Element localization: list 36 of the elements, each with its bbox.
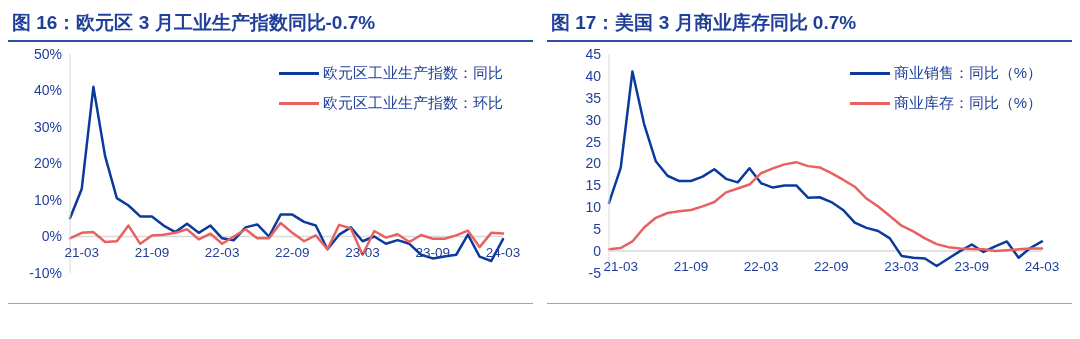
y-tick-label: 30 bbox=[585, 111, 602, 128]
y-tick-label: 40% bbox=[33, 82, 62, 99]
y-tick-label: 0% bbox=[41, 228, 62, 245]
y-tick-label: 20% bbox=[33, 155, 62, 172]
chart-title: 图 16：欧元区 3 月工业生产指数同比-0.7% bbox=[8, 8, 533, 42]
line-series bbox=[607, 160, 1044, 253]
legend-label: 商业销售：同比（%） bbox=[893, 63, 1042, 83]
y-tick-label: 50% bbox=[33, 45, 62, 62]
y-tick-label: 0 bbox=[593, 243, 602, 260]
y-tick-label: 40 bbox=[585, 67, 602, 84]
y-tick-label: -5 bbox=[588, 264, 602, 281]
x-tick-label: 22-09 bbox=[275, 244, 310, 260]
legend-label: 欧元区工业生产指数：同比 bbox=[323, 63, 503, 83]
x-tick-label: 22-09 bbox=[814, 259, 849, 275]
x-tick-label: 21-09 bbox=[134, 244, 170, 260]
y-tick-label: 10 bbox=[585, 199, 602, 216]
y-tick-label: -10% bbox=[29, 264, 62, 281]
x-tick-label: 21-09 bbox=[673, 259, 709, 275]
y-tick-label: 25 bbox=[585, 133, 602, 150]
x-tick-label: 22-03 bbox=[204, 244, 240, 260]
x-tick-label: 21-03 bbox=[603, 259, 638, 275]
legend-label: 欧元区工业生产指数：环比 bbox=[323, 93, 503, 113]
legend-label: 商业库存：同比（%） bbox=[893, 93, 1042, 113]
y-tick-label: 5 bbox=[593, 221, 602, 238]
y-tick-label: 10% bbox=[33, 191, 62, 208]
x-tick-label: 24-03 bbox=[1024, 259, 1060, 275]
x-tick-label: 23-03 bbox=[884, 259, 919, 275]
y-tick-label: 20 bbox=[585, 155, 602, 172]
x-tick-label: 21-03 bbox=[64, 244, 99, 260]
y-tick-label: 30% bbox=[33, 118, 62, 135]
x-tick-label: 22-03 bbox=[743, 259, 779, 275]
x-tick-label: 23-09 bbox=[954, 259, 990, 275]
y-tick-label: 15 bbox=[585, 177, 602, 194]
chart-title: 图 17：美国 3 月商业库存同比 0.7% bbox=[547, 8, 1072, 42]
y-tick-label: 45 bbox=[585, 45, 602, 62]
y-tick-label: 35 bbox=[585, 89, 602, 106]
